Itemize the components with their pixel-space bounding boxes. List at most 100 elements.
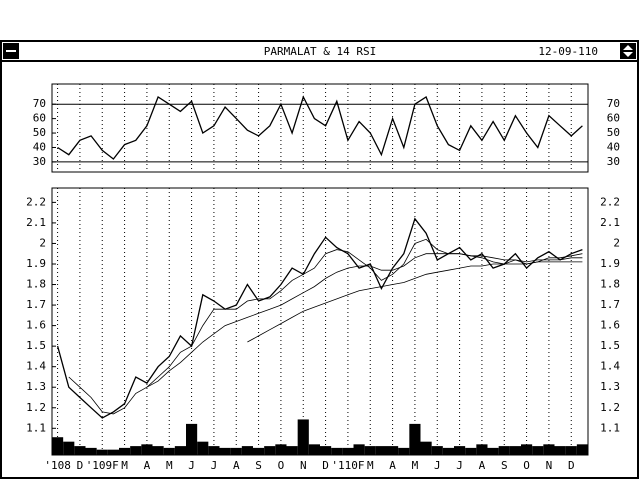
volume-bar xyxy=(476,444,488,455)
volume-bar xyxy=(275,444,287,455)
volume-bar xyxy=(197,441,209,455)
y-tick-label-right: 1.7 xyxy=(600,298,620,311)
volume-bar xyxy=(543,444,555,455)
x-tick-label: A xyxy=(233,459,240,472)
x-tick-label: D xyxy=(322,459,329,472)
x-tick-label: J xyxy=(188,459,195,472)
volume-bar xyxy=(308,444,320,455)
volume-bar xyxy=(141,444,153,455)
volume-bar xyxy=(509,446,521,455)
volume-bar xyxy=(342,447,354,455)
y-tick-label-right: 2.2 xyxy=(600,195,620,208)
volume-bar xyxy=(119,447,131,455)
x-tick-label: M xyxy=(166,459,173,472)
title-bar xyxy=(0,40,639,62)
volume-bar xyxy=(420,441,432,455)
x-tick-label: J xyxy=(211,459,218,472)
volume-bar xyxy=(498,446,510,455)
y-tick-label: 30 xyxy=(33,155,46,168)
x-tick-label: N xyxy=(546,459,553,472)
y-tick-label: 1.7 xyxy=(26,298,46,311)
volume-bar xyxy=(364,446,376,455)
system-menu-glyph xyxy=(6,50,16,52)
y-tick-label-right: 2 xyxy=(613,236,620,249)
y-tick-label-right: 1.3 xyxy=(600,380,620,393)
rsi-panel xyxy=(51,83,589,173)
y-tick-label-right: 1.4 xyxy=(600,360,620,373)
volume-bar xyxy=(96,449,108,455)
volume-bar xyxy=(431,446,443,455)
volume-bar xyxy=(487,447,499,455)
volume-bar xyxy=(521,444,533,455)
volume-bar xyxy=(52,437,64,455)
y-tick-label: 1.2 xyxy=(26,401,46,414)
y-tick-label: 2.1 xyxy=(26,216,46,229)
y-tick-label: 1.3 xyxy=(26,380,46,393)
x-tick-label: M xyxy=(121,459,128,472)
x-tick-label: M xyxy=(412,459,419,472)
volume-bar xyxy=(331,447,343,455)
volume-bar xyxy=(85,447,97,455)
volume-bar xyxy=(576,444,588,455)
y-tick-label-right: 70 xyxy=(607,97,620,110)
x-tick-label: D xyxy=(77,459,84,472)
volume-bar xyxy=(163,447,175,455)
y-tick-label: 1.9 xyxy=(26,257,46,270)
x-tick-label: O xyxy=(278,459,285,472)
y-tick-label: 60 xyxy=(33,112,46,125)
y-tick-label-right: 1.8 xyxy=(600,278,620,291)
volume-bar xyxy=(565,446,577,455)
y-tick-label-right: 1.2 xyxy=(600,401,620,414)
series-line xyxy=(56,217,583,419)
x-tick-label: '110F xyxy=(331,459,364,472)
y-tick-label-right: 50 xyxy=(607,126,620,139)
y-tick-label-right: 2.1 xyxy=(600,216,620,229)
y-tick-label: 1.8 xyxy=(26,278,46,291)
x-tick-label: S xyxy=(501,459,508,472)
volume-bar xyxy=(465,447,477,455)
scroll-button[interactable] xyxy=(620,43,636,59)
y-tick-label: 70 xyxy=(33,97,46,110)
volume-bar xyxy=(208,446,220,455)
series-line xyxy=(146,253,583,388)
y-tick-label: 1.1 xyxy=(26,421,46,434)
volume-bar xyxy=(454,446,466,455)
y-tick-label-right: 1.6 xyxy=(600,319,620,332)
y-tick-label-right: 1.9 xyxy=(600,257,620,270)
volume-bar xyxy=(320,446,332,455)
volume-bar xyxy=(107,449,119,455)
series-line xyxy=(57,95,583,160)
volume-bar xyxy=(409,423,421,455)
series-line xyxy=(247,261,583,343)
y-tick-label-right: 1.5 xyxy=(600,339,620,352)
window-title: PARMALAT & 14 RSI xyxy=(264,45,377,58)
y-tick-label: 40 xyxy=(33,140,46,153)
volume-bar xyxy=(130,446,142,455)
volume-bar xyxy=(241,446,253,455)
x-tick-label: D xyxy=(568,459,575,472)
x-tick-label: A xyxy=(389,459,396,472)
volume-bar xyxy=(174,446,186,455)
volume-bar xyxy=(532,446,544,455)
volume-bar xyxy=(264,446,276,455)
x-tick-label: S xyxy=(255,459,262,472)
volume-bar xyxy=(253,447,265,455)
x-tick-label: A xyxy=(144,459,151,472)
x-tick-label: J xyxy=(434,459,441,472)
x-tick-label: A xyxy=(479,459,486,472)
y-tick-label: 2.2 xyxy=(26,195,46,208)
y-tick-label: 2 xyxy=(39,236,46,249)
volume-bar xyxy=(63,441,75,455)
x-tick-label: J xyxy=(456,459,463,472)
y-tick-label-right: 60 xyxy=(607,112,620,125)
volume-bar xyxy=(286,446,298,455)
volume-bar xyxy=(152,446,164,455)
y-tick-label: 1.5 xyxy=(26,339,46,352)
volume-bar xyxy=(230,447,242,455)
series-line xyxy=(68,238,583,415)
volume-bar xyxy=(398,447,410,455)
x-tick-label: M xyxy=(367,459,374,472)
volume-bar xyxy=(387,446,399,455)
y-tick-label: 50 xyxy=(33,126,46,139)
